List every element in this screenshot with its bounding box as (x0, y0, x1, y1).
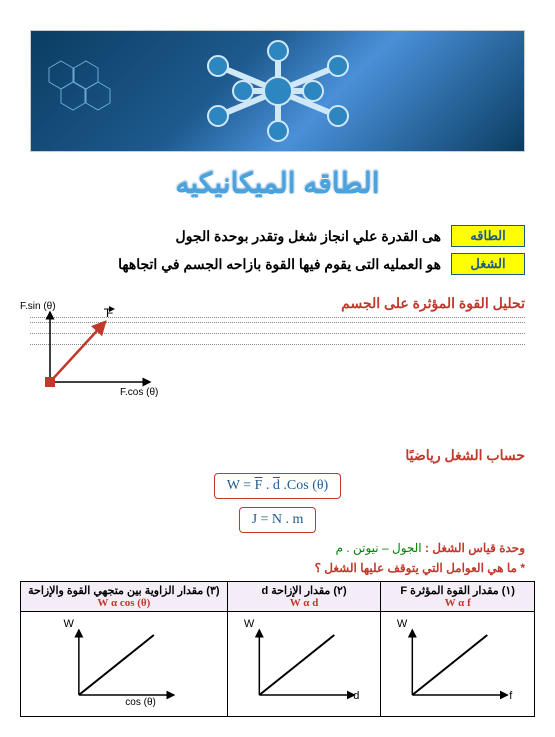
calc-area: W = F . d .Cos (θ) J = N . m (30, 469, 525, 537)
header-banner (30, 30, 525, 152)
plot-cos: W cos (θ) (25, 615, 223, 710)
svg-text:W: W (244, 618, 255, 630)
page-title-wrap: الطاقه الميكانيكيه (10, 167, 545, 200)
units-line: وحدة قياس الشغل : الجول – نيوتن . م (30, 541, 525, 555)
definition-row: الطاقه هى القدرة علي انجاز شغل وتقدر بوح… (30, 225, 525, 247)
factors-table: (١) مقدار القوة المؤثرة F W α f (٢) مقدا… (20, 581, 535, 717)
units-value: الجول – نيوتن . م (336, 541, 422, 555)
svg-text:cos (θ): cos (θ) (125, 697, 156, 708)
formula-units: J = N . m (239, 507, 317, 533)
svg-text:W: W (63, 618, 74, 630)
table-cell: W cos (θ) (21, 612, 228, 717)
definition-text: هو العمليه التى يقوم فيها القوة بازاحه ا… (118, 256, 441, 273)
definition-row: الشغل هو العمليه التى يقوم فيها القوة با… (30, 253, 525, 275)
table-header-row: (١) مقدار القوة المؤثرة F W α f (٢) مقدا… (21, 582, 535, 612)
table-cell: W d (227, 612, 381, 717)
hex-decor (41, 51, 131, 131)
definition-label: الشغل (451, 253, 525, 275)
table-row: W f W d W cos (θ) (21, 612, 535, 717)
force-vector-diagram: F.sin (θ) F.cos (θ) F (20, 287, 190, 407)
definitions-block: الطاقه هى القدرة علي انجاز شغل وتقدر بوح… (30, 225, 525, 275)
table-header: (١) مقدار القوة المؤثرة F W α f (381, 582, 535, 612)
axis-x-label: F.cos (θ) (120, 387, 158, 398)
molecule-graphic (188, 36, 368, 146)
axis-y-label: F.sin (θ) (20, 301, 56, 312)
table-header: (٢) مقدار الإزاحة d W α d (227, 582, 381, 612)
plot-f: W f (385, 615, 530, 710)
analysis-area: F.sin (θ) F.cos (θ) F (30, 317, 525, 427)
vec-label: F (106, 306, 113, 320)
plot-d: W d (232, 615, 377, 710)
svg-text:d: d (353, 690, 359, 702)
definition-text: هى القدرة علي انجاز شغل وتقدر بوحدة الجو… (176, 228, 441, 245)
factors-question: * ما هي العوامل التي يتوقف عليها الشغل ؟ (30, 561, 525, 575)
svg-text:W: W (397, 618, 408, 630)
svg-text:f: f (510, 690, 514, 702)
definition-label: الطاقه (451, 225, 525, 247)
table-header: (٣) مقدار الزاوية بين متجهي القوة والإزا… (21, 582, 228, 612)
table-cell: W f (381, 612, 535, 717)
units-label: وحدة قياس الشغل : (425, 541, 525, 555)
calc-title: حساب الشغل رياضيًا (30, 447, 525, 464)
page-title: الطاقه الميكانيكيه (175, 168, 379, 199)
formula-main: W = F . d .Cos (θ) (214, 473, 341, 499)
